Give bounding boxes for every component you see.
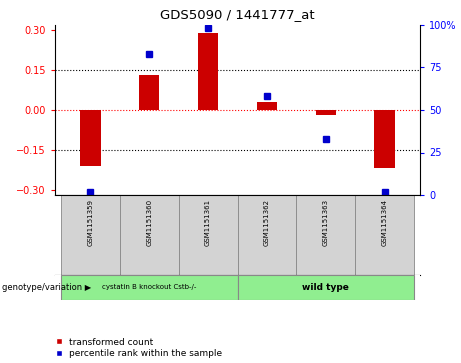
Bar [355,195,414,275]
Bar [61,275,237,300]
Bar [374,110,395,168]
Bar [80,110,100,166]
Text: GSM1151361: GSM1151361 [205,199,211,246]
Bar [237,275,414,300]
Title: GDS5090 / 1441777_at: GDS5090 / 1441777_at [160,8,315,21]
Legend: transformed count, percentile rank within the sample: transformed count, percentile rank withi… [55,338,223,359]
Bar [61,195,120,275]
Text: GSM1151364: GSM1151364 [382,199,388,246]
Bar [296,195,355,275]
Text: GSM1151362: GSM1151362 [264,199,270,246]
Bar [198,33,219,110]
Text: genotype/variation ▶: genotype/variation ▶ [2,283,92,292]
Bar [120,195,178,275]
Text: GSM1151359: GSM1151359 [87,199,93,246]
Bar [315,110,336,115]
Bar [237,195,296,275]
Bar [257,102,277,110]
Bar [139,76,160,110]
Text: wild type: wild type [302,283,349,292]
Text: cystatin B knockout Cstb-/-: cystatin B knockout Cstb-/- [102,285,196,290]
Bar [178,195,237,275]
Text: GSM1151360: GSM1151360 [146,199,152,246]
Text: GSM1151363: GSM1151363 [323,199,329,246]
